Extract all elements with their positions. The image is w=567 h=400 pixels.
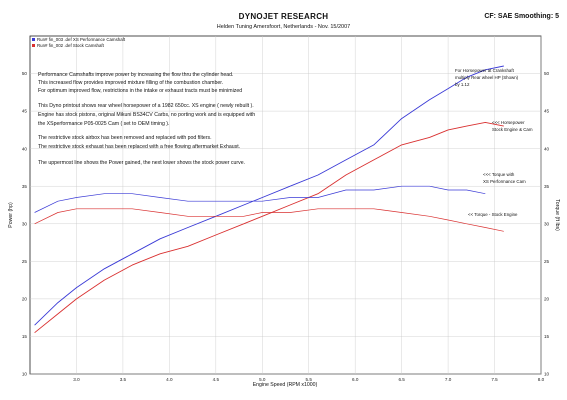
x-tick-label: 3.0 (73, 377, 80, 382)
y-tick-label: 35 (22, 184, 28, 189)
annotation-crankshaft: by 1.12 (455, 82, 470, 87)
note-line: The restrictive stock airbox has been re… (38, 135, 212, 141)
note-line: the XSperformance P05-0025 Cam ( set to … (38, 121, 169, 127)
x-tick-label: 7.5 (491, 377, 498, 382)
y-tick-label: 40 (22, 146, 28, 151)
y-tick-label: 20 (22, 296, 28, 301)
y2-tick-label: 35 (544, 184, 550, 189)
chart-subtitle: Helden Tuning Amersfoort, Netherlands - … (216, 24, 351, 30)
note-line: The uppermost line shows the Power gaine… (38, 160, 245, 166)
legend-item-xs: Run# fin_003 .def XS Performance Camshaf… (37, 37, 126, 42)
y-tick-label: 15 (22, 334, 28, 339)
correction-factor-label: CF: SAE Smoothing: 5 (484, 13, 559, 20)
y2-tick-label: 30 (544, 221, 550, 226)
y-tick-label: 30 (22, 221, 28, 226)
series-line-torque (34, 185, 486, 213)
x-tick-label: 6.5 (398, 377, 405, 382)
x-tick-label: 5.0 (259, 377, 266, 382)
chart-title: DYNOJET RESEARCH (238, 12, 329, 21)
x-tick-label: 4.5 (213, 377, 220, 382)
y-tick-label: 25 (22, 259, 28, 264)
y-axis-label: Power (hp) (8, 202, 14, 228)
x-tick-label: 3.5 (120, 377, 127, 382)
x-tick-label: 7.0 (445, 377, 452, 382)
legend-swatch-xs (32, 38, 35, 41)
annotation-torque-stock: << Torque - Stock Engine (468, 212, 518, 217)
x-tick-label: 4.0 (166, 377, 173, 382)
y-tick-label: 45 (22, 109, 28, 114)
note-line: This Dyno printout shows rear wheel hors… (38, 103, 254, 109)
y2-tick-label: 25 (544, 259, 550, 264)
annotation-hp-stock: <<< Horsepower (492, 120, 525, 125)
y2-axis-label: Torque (ft lbs) (554, 199, 560, 231)
note-line: The restrictive stock exhaust has been r… (38, 144, 240, 150)
annotation-hp-stock: Stock Engine & Cam (492, 127, 533, 132)
legend-item-stock: Run# fin_002 .def Stock Camshaft (37, 43, 105, 48)
series-line-power (34, 121, 504, 334)
y2-tick-label: 20 (544, 296, 550, 301)
y2-tick-label: 40 (544, 146, 550, 151)
note-line: This increased flow provides improved mi… (38, 80, 223, 86)
y-tick-label: 10 (22, 372, 28, 377)
y2-tick-label: 50 (544, 71, 550, 76)
note-line: Performance Camshafts improve power by i… (38, 72, 234, 78)
x-axis-label: Engine Speed (RPM x1000) (253, 382, 318, 388)
annotation-crankshaft: For Horsepower at Crankshaft (455, 68, 515, 73)
notes-block: Performance Camshafts improve power by i… (38, 72, 255, 166)
series-lines (34, 65, 504, 334)
y-tick-label: 50 (22, 71, 28, 76)
x-tick-label: 6.0 (352, 377, 359, 382)
curve-annotations: For Horsepower at Crankshaft multiply Re… (455, 68, 533, 217)
x-tick-label: 8.0 (538, 377, 545, 382)
y2-tick-label: 45 (544, 109, 550, 114)
annotation-torque-xs: XS Performance Cam (483, 179, 526, 184)
legend: Run# fin_003 .def XS Performance Camshaf… (32, 37, 126, 48)
series-line-torque (34, 208, 504, 232)
note-line: Engine has stock pistons, original Mikun… (38, 112, 255, 118)
annotation-torque-xs: <<< Torque with (483, 172, 515, 177)
annotation-crankshaft: multiply Rear wheel HP (Shown) (455, 75, 519, 80)
y2-tick-label: 15 (544, 334, 550, 339)
legend-swatch-stock (32, 44, 35, 47)
x-tick-label: 5.5 (306, 377, 313, 382)
axis-ticks: 3.0 3.5 4.0 4.5 5.0 5.5 6.0 6.5 7.0 7.5 8.01015202… (22, 71, 550, 382)
grid (30, 36, 542, 375)
series-line-power (34, 65, 504, 326)
y2-tick-label: 10 (544, 372, 550, 377)
note-line: For optimum improved flow, restrictions … (38, 88, 242, 94)
